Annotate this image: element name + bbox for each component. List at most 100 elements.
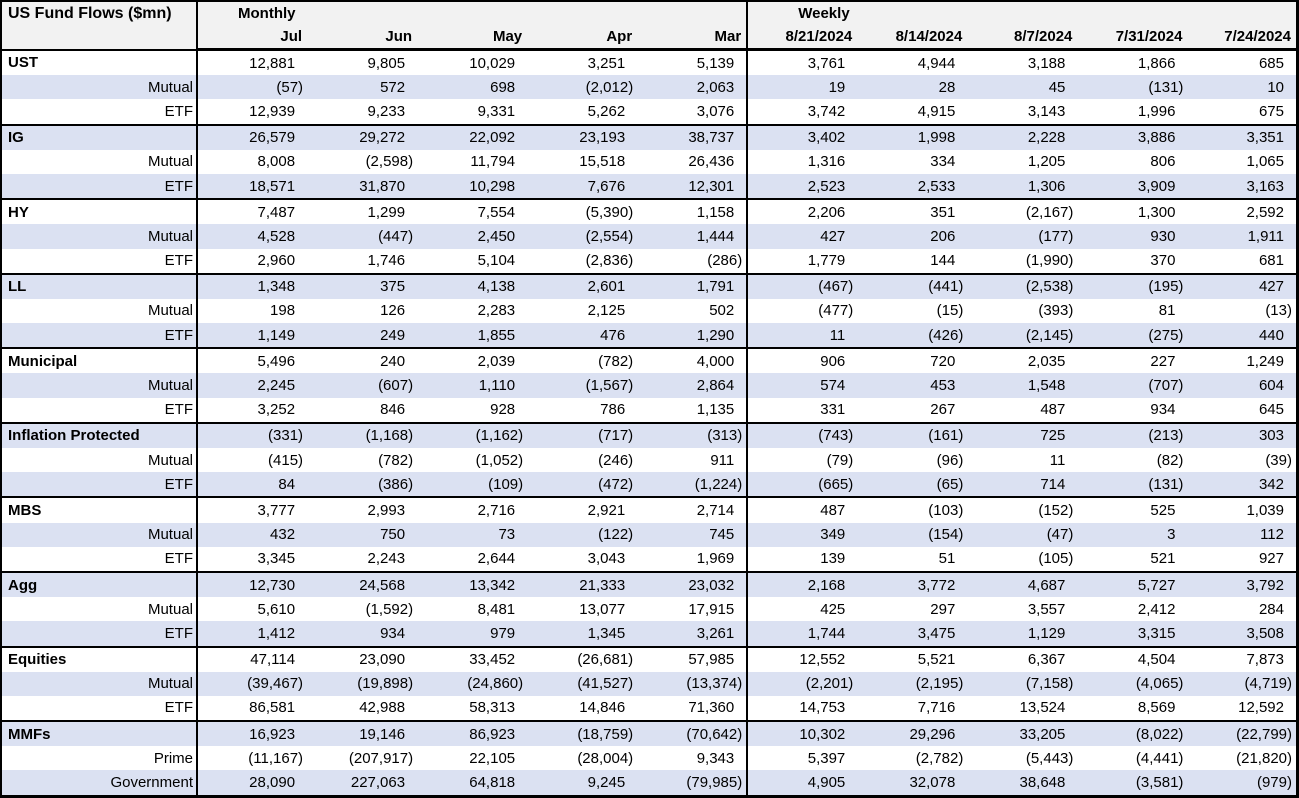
value-cell-monthly: 2,864 bbox=[637, 373, 749, 398]
subcategory-label: ETF bbox=[1, 323, 198, 349]
table-row: Government 28,090 227,063 64,818 9,245 (79,98… bbox=[1, 770, 1298, 797]
value-cell-weekly: 3,792 bbox=[1187, 570, 1298, 598]
value-cell-monthly: 928 bbox=[490, 401, 516, 419]
value-cell-weekly: 427 bbox=[747, 224, 858, 249]
category-label: Municipal bbox=[1, 347, 198, 374]
value-cell-weekly: (15) bbox=[936, 302, 964, 320]
value-cell-monthly: (122) bbox=[527, 522, 638, 547]
value-cell-monthly: 7,554 bbox=[417, 198, 528, 225]
value-cell-monthly: 5,104 bbox=[477, 252, 516, 270]
value-cell-weekly: 32,078 bbox=[857, 770, 968, 797]
table-row: MBS 3,777 2,993 2,716 2,921 2,714 487 (103) (152… bbox=[1, 496, 1298, 523]
value-cell-monthly: 1,791 bbox=[637, 272, 749, 299]
value-cell-monthly: (39,467) bbox=[197, 671, 308, 696]
column-header-month: Mar bbox=[637, 25, 749, 51]
value-cell-weekly: 2,228 bbox=[967, 123, 1078, 150]
subcategory-label: Mutual bbox=[1, 298, 198, 324]
value-cell-monthly: 3,345 bbox=[257, 550, 296, 568]
value-cell-weekly: 19 bbox=[747, 75, 858, 100]
value-cell-monthly: 1,149 bbox=[197, 323, 308, 349]
table-row: Prime (11,167) (207,917) 22,105 (28,004) 9,34… bbox=[1, 746, 1298, 771]
value-cell-monthly: (607) bbox=[307, 373, 418, 398]
value-cell-monthly: 979 bbox=[417, 621, 528, 647]
value-cell-weekly: 1,866 bbox=[1077, 48, 1188, 76]
value-cell-weekly: 303 bbox=[1187, 421, 1298, 448]
value-cell-weekly: (4,065) bbox=[1077, 671, 1188, 696]
value-cell-monthly: 2,125 bbox=[587, 302, 626, 320]
value-cell-monthly: 8,481 bbox=[477, 600, 516, 618]
value-cell-weekly: 2,412 bbox=[1137, 600, 1176, 618]
value-cell-weekly: 681 bbox=[1258, 252, 1284, 270]
subcategory-label: ETF bbox=[1, 546, 198, 572]
value-cell-weekly: 5,521 bbox=[857, 645, 968, 672]
value-cell-monthly: 9,245 bbox=[527, 770, 638, 797]
value-cell-weekly: 714 bbox=[967, 472, 1078, 498]
value-cell-weekly: (131) bbox=[1077, 472, 1188, 498]
value-cell-monthly: 23,193 bbox=[527, 123, 638, 150]
value-cell-weekly: (4,719) bbox=[1187, 671, 1298, 696]
value-cell-weekly: 720 bbox=[857, 347, 968, 374]
value-cell-monthly: (1,592) bbox=[365, 600, 414, 618]
value-cell-weekly: 45 bbox=[967, 75, 1078, 100]
value-cell-weekly: 3,508 bbox=[1187, 621, 1298, 647]
value-cell-monthly: 2,960 bbox=[257, 252, 296, 270]
value-cell-weekly: 574 bbox=[747, 373, 858, 398]
column-header-month: Jun bbox=[307, 25, 418, 51]
value-cell-weekly: (3,581) bbox=[1077, 770, 1188, 797]
value-cell-weekly: 1,300 bbox=[1077, 198, 1188, 225]
value-cell-weekly: (2,145) bbox=[967, 323, 1078, 349]
value-cell-weekly: (195) bbox=[1077, 272, 1188, 299]
value-cell-weekly: (154) bbox=[857, 522, 968, 547]
value-cell-weekly: 1,129 bbox=[967, 621, 1078, 647]
value-cell-weekly: 227 bbox=[1077, 347, 1188, 374]
value-cell-monthly: (2,554) bbox=[527, 224, 638, 249]
value-cell-monthly: 249 bbox=[307, 323, 418, 349]
value-cell-weekly: 1,744 bbox=[747, 621, 858, 647]
value-cell-weekly: 267 bbox=[930, 401, 956, 419]
value-cell-monthly: 4,528 bbox=[197, 224, 308, 249]
subcategory-label: Mutual bbox=[1, 149, 198, 174]
value-cell-monthly: 24,568 bbox=[307, 570, 418, 598]
value-cell-monthly: 1,746 bbox=[367, 252, 406, 270]
table-row: Mutual 5,610 (1,592) 8,481 13,077 17,915 425 29… bbox=[1, 597, 1298, 622]
category-label: MMFs bbox=[1, 720, 198, 747]
value-cell-monthly: 8,008 bbox=[257, 153, 296, 171]
table-row: ETF 86,581 42,988 58,313 14,846 71,360 14,753 7… bbox=[1, 695, 1298, 722]
value-cell-monthly: 9,343 bbox=[637, 746, 749, 771]
value-cell-monthly: 750 bbox=[307, 522, 418, 547]
value-cell-monthly: 476 bbox=[527, 323, 638, 349]
column-header-week: 8/21/2024 bbox=[747, 25, 858, 51]
value-cell-monthly: 12,730 bbox=[197, 570, 308, 598]
value-cell-weekly: 3,886 bbox=[1077, 123, 1188, 150]
value-cell-monthly: 1,444 bbox=[637, 224, 749, 249]
subcategory-label: ETF bbox=[1, 397, 198, 423]
value-cell-monthly: (26,681) bbox=[527, 645, 638, 672]
subcategory-label: Mutual bbox=[1, 448, 198, 473]
value-cell-weekly: (105) bbox=[1038, 550, 1074, 568]
value-cell-weekly: 934 bbox=[1150, 401, 1176, 419]
value-cell-weekly: 33,205 bbox=[967, 720, 1078, 747]
value-cell-weekly: 10 bbox=[1187, 75, 1298, 100]
value-cell-monthly: 7,487 bbox=[197, 198, 308, 225]
table-row: Mutual 198 126 2,283 2,125 502 (477) (15) (393) 8… bbox=[1, 298, 1298, 324]
value-cell-weekly: (743) bbox=[747, 421, 858, 448]
monthly-section-header: Monthly bbox=[197, 1, 749, 25]
value-cell-weekly: (4,441) bbox=[1135, 749, 1184, 767]
value-cell-weekly: 3,742 bbox=[807, 102, 846, 120]
value-cell-monthly: 12,881 bbox=[197, 48, 308, 76]
value-cell-weekly: 2,168 bbox=[747, 570, 858, 598]
value-cell-monthly: 2,063 bbox=[637, 75, 749, 100]
value-cell-weekly: 14,753 bbox=[799, 699, 846, 717]
value-cell-monthly: 2,644 bbox=[477, 550, 516, 568]
value-cell-weekly: 2,592 bbox=[1187, 198, 1298, 225]
table-row: HY 7,487 1,299 7,554 (5,390) 1,158 2,206 351 (2,… bbox=[1, 198, 1298, 225]
table-row: Agg 12,730 24,568 13,342 21,333 23,032 2,168 3,… bbox=[1, 570, 1298, 598]
value-cell-monthly: 3,777 bbox=[197, 496, 308, 523]
value-cell-weekly: 1,911 bbox=[1187, 224, 1298, 249]
value-cell-monthly: 2,243 bbox=[367, 550, 406, 568]
value-cell-weekly: (665) bbox=[747, 472, 858, 498]
value-cell-monthly: (24,860) bbox=[417, 671, 528, 696]
value-cell-monthly: (717) bbox=[527, 421, 638, 448]
value-cell-monthly: 9,805 bbox=[307, 48, 418, 76]
value-cell-weekly: 3,761 bbox=[747, 48, 858, 76]
